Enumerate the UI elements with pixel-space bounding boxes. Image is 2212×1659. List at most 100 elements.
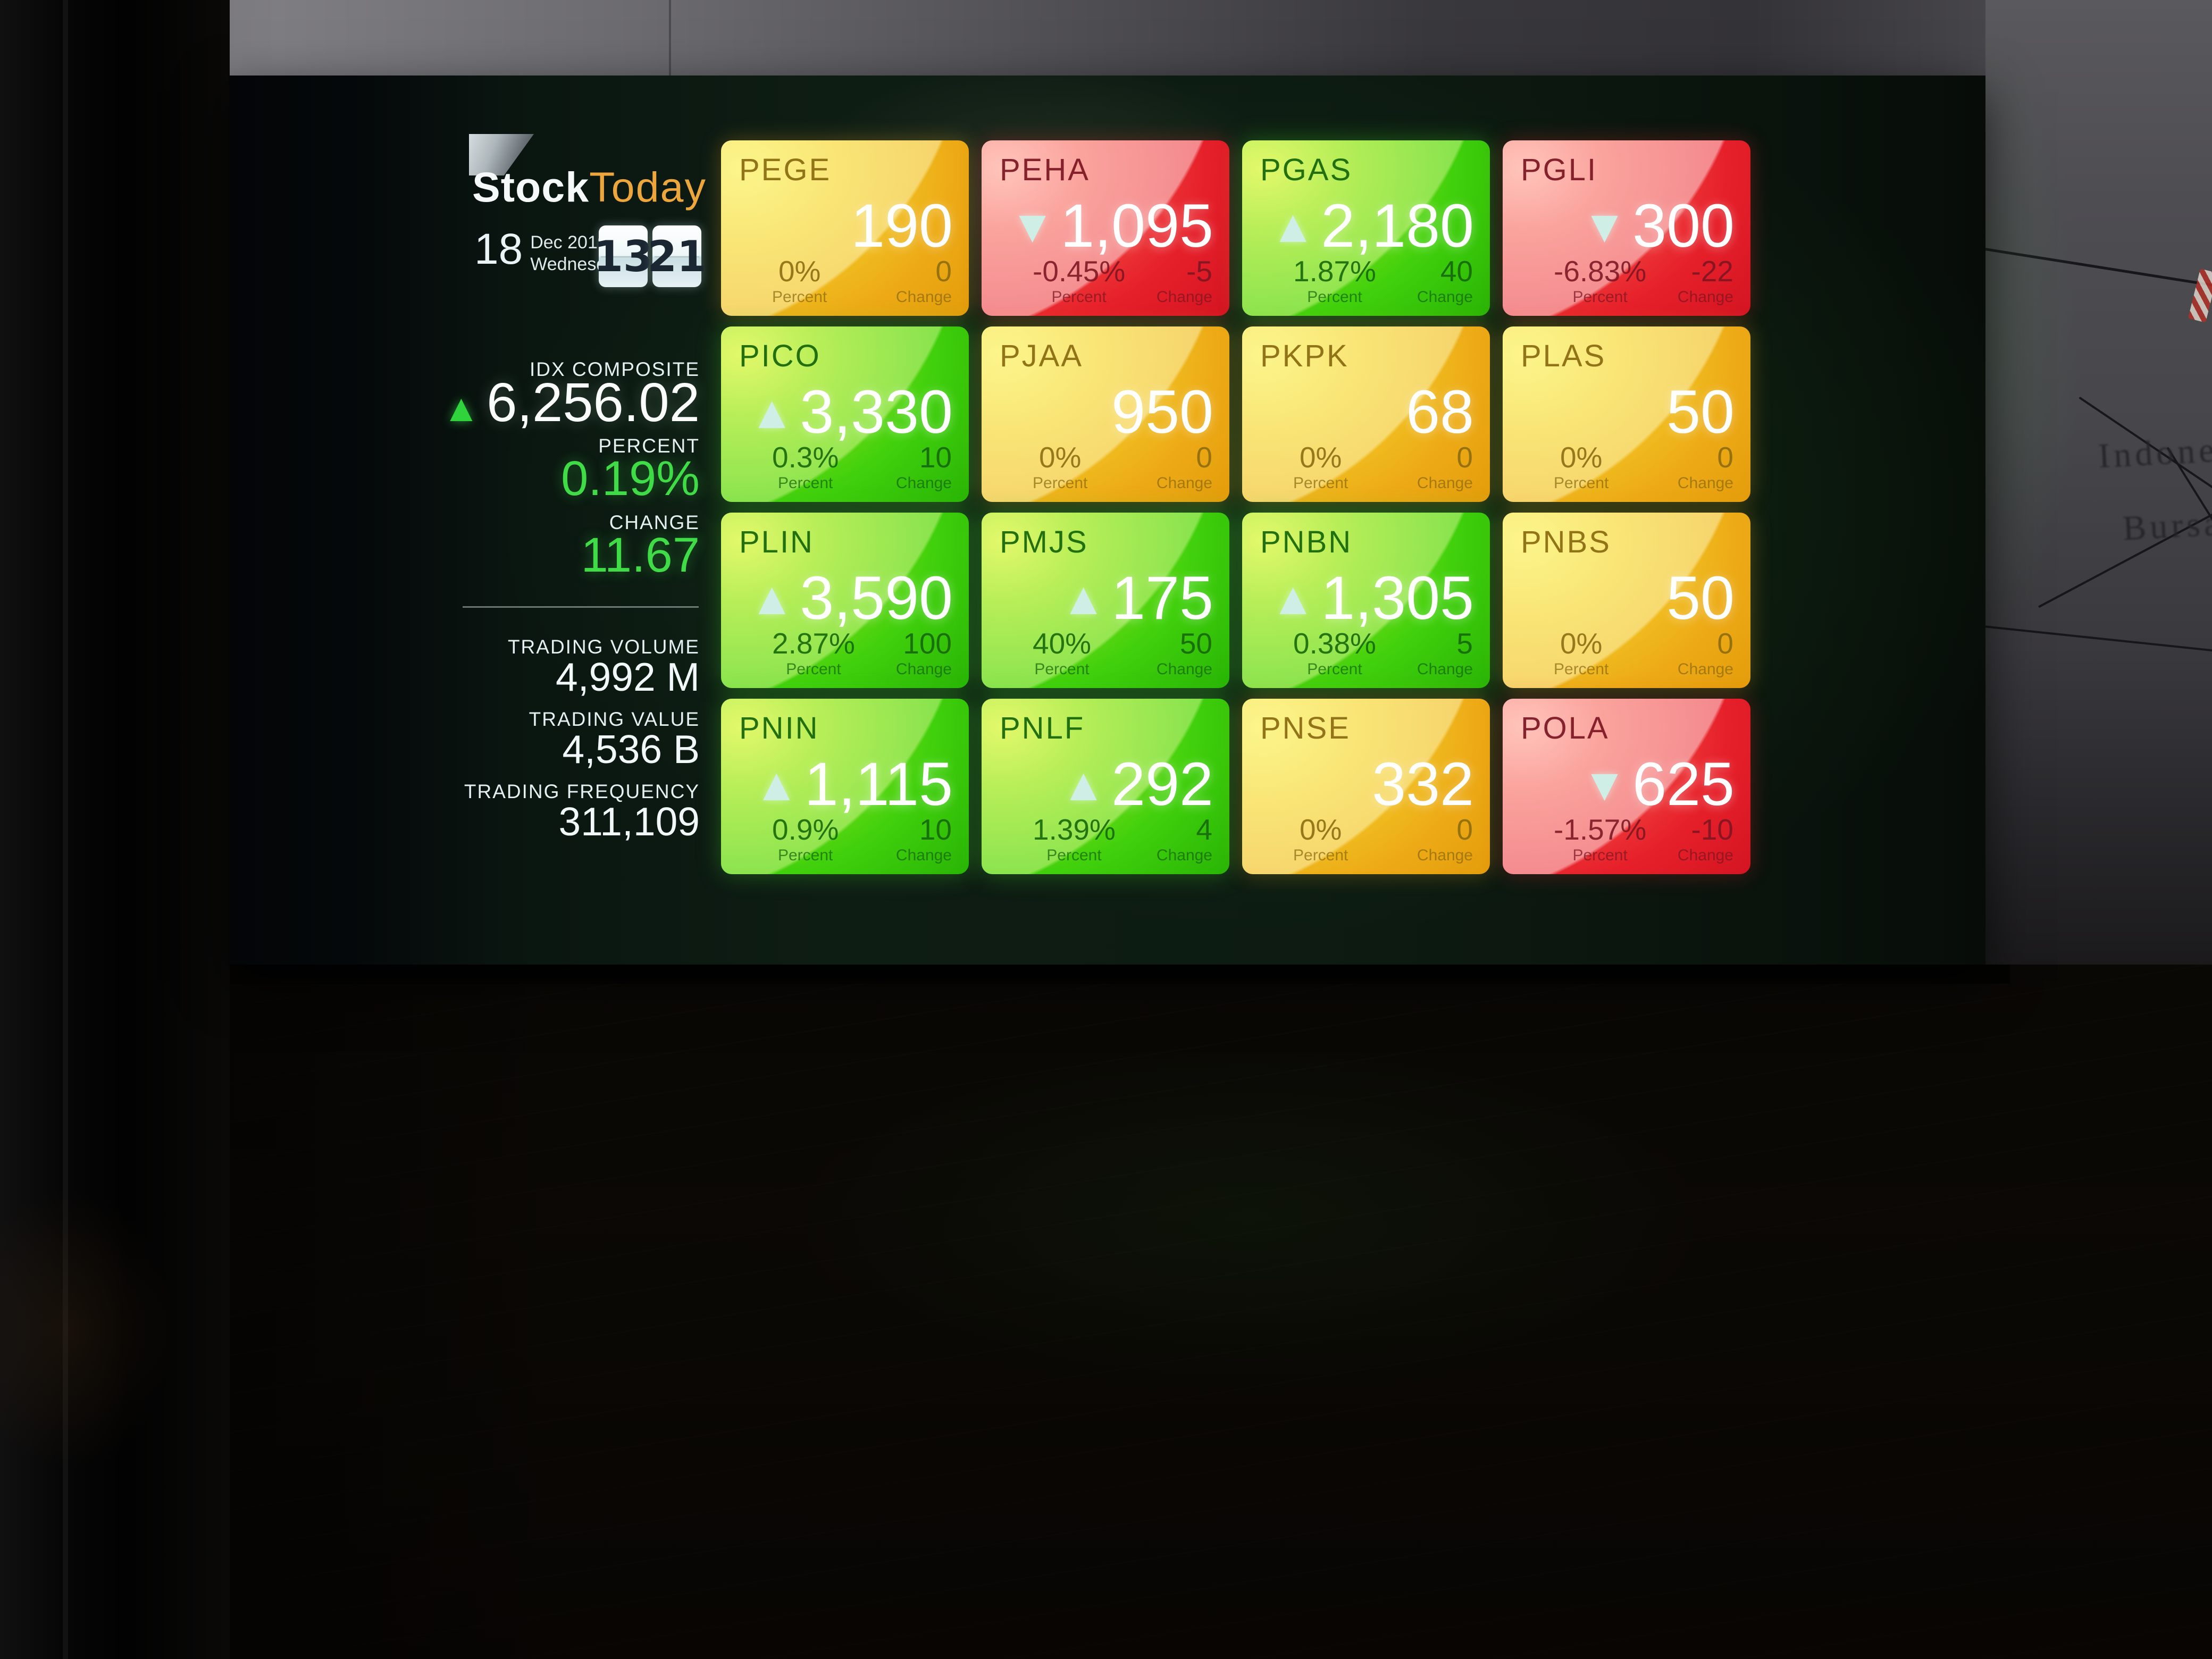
price-value: 292: [1111, 750, 1213, 818]
price-value: 68: [1406, 378, 1474, 446]
tile-footer: 0% Percent 0 Change: [1000, 442, 1212, 492]
ticker-symbol: PLIN: [739, 525, 814, 559]
trading-volume-value: 4,992 M: [556, 655, 700, 699]
tile-footer: 0.3% Percent 10 Change: [739, 442, 952, 492]
stock-tile: PMJS ▲ 175 40% Percent 50 Change: [982, 513, 1229, 688]
building-sign-line2: Bursa Efe: [2122, 500, 2212, 548]
up-arrow-icon: ▲: [749, 573, 795, 624]
percent-block: 0% Percent: [1033, 442, 1087, 492]
change-value: 0: [1196, 441, 1212, 474]
stock-tile: PGLI ▼ 300 -6.83% Percent -22 Change: [1503, 140, 1750, 316]
index-value: 6,256.02: [487, 372, 700, 433]
percent-label: Percent: [1307, 660, 1362, 678]
down-arrow-icon: ▼: [1010, 200, 1055, 252]
change-label: Change: [1677, 288, 1733, 306]
percent-label: Percent: [772, 288, 827, 306]
market-summary-panel: StockToday 18 Dec 2019 Wednesday 13 21 I…: [229, 76, 707, 965]
change-label: Change: [1677, 847, 1733, 864]
price-row: ▲ 292: [1061, 754, 1213, 815]
percent-label: Percent: [1034, 660, 1090, 678]
percent-label: Percent: [1307, 288, 1362, 306]
index-value-row: ▲ 6,256.02: [442, 371, 700, 434]
change-label: Change: [1417, 288, 1473, 306]
tile-footer: 2.87% Percent 100 Change: [739, 627, 952, 678]
percent-value: 2.87%: [772, 627, 855, 660]
change-label: Change: [1677, 660, 1733, 678]
change-block: 4 Change: [1157, 813, 1212, 865]
trading-value-value: 4,536 B: [562, 727, 700, 772]
price-row: ▲ 1,305: [1270, 568, 1474, 629]
price-row: ▲ 175: [1061, 568, 1213, 629]
percent-value: 0%: [1560, 441, 1603, 474]
tile-footer: 0% Percent 0 Change: [1521, 627, 1733, 678]
change-value: 0: [1456, 441, 1473, 474]
ticker-symbol: PICO: [739, 339, 821, 373]
percent-label: Percent: [786, 660, 841, 678]
wall-cable: [1970, 624, 2212, 665]
percent-block: 0% Percent: [1554, 627, 1608, 678]
stock-tile: PKPK 68 0% Percent 0 Change: [1242, 326, 1490, 502]
ticker-symbol: PLAS: [1521, 339, 1606, 373]
percent-value: 1.87%: [1293, 255, 1376, 288]
trading-volume-label: TRADING VOLUME: [507, 636, 700, 658]
flip-clock: 13 21: [593, 225, 707, 287]
price-value: 2,180: [1321, 192, 1474, 260]
price-value: 332: [1372, 750, 1474, 818]
change-label: Change: [1417, 474, 1473, 492]
percent-block: 2.87% Percent: [772, 627, 855, 678]
price-row: 190: [845, 196, 953, 257]
date-day: 18: [474, 225, 523, 273]
percent-block: 0.9% Percent: [772, 813, 839, 865]
ticker-symbol: PKPK: [1260, 339, 1349, 373]
change-label: Change: [1677, 474, 1733, 492]
panel-divider-line: [463, 606, 699, 608]
change-block: 100 Change: [895, 628, 952, 678]
change-value: 4: [1196, 813, 1212, 847]
percent-value: 0%: [1560, 627, 1603, 660]
percent-block: -0.45% Percent: [1033, 256, 1125, 306]
tile-footer: 0% Percent 0 Change: [1260, 442, 1473, 492]
price-row: ▼ 625: [1582, 754, 1735, 815]
right-wall: Indonesia Bursa Efe: [1966, 0, 2212, 1117]
percent-value: 0.9%: [772, 813, 839, 847]
stock-tile: PGAS ▲ 2,180 1.87% Percent 40 Change: [1242, 140, 1490, 316]
change-value: -22: [1691, 255, 1734, 288]
ticker-symbol: POLA: [1521, 711, 1610, 745]
down-arrow-icon: ▼: [1582, 200, 1628, 252]
change-value: 10: [919, 441, 952, 474]
percent-block: -6.83% Percent: [1554, 256, 1646, 306]
price-value: 1,115: [804, 750, 953, 818]
percent-label: Percent: [1554, 474, 1609, 492]
stock-tile: PLIN ▲ 3,590 2.87% Percent 100 Change: [721, 513, 969, 688]
up-arrow-icon: ▲: [1061, 573, 1107, 624]
percent-value: 0%: [1299, 441, 1342, 474]
up-arrow-icon: ▲: [1270, 573, 1316, 624]
price-value: 625: [1632, 750, 1735, 818]
wall-panel-seam: [669, 0, 671, 79]
percent-block: 0% Percent: [1293, 814, 1348, 865]
price-value: 3,330: [800, 378, 953, 446]
change-label: Change: [895, 660, 952, 678]
percent-label: Percent: [777, 474, 833, 492]
percent-label: Percent: [777, 847, 833, 864]
percent-value: 0%: [778, 255, 821, 288]
ticker-symbol: PNBS: [1521, 525, 1611, 559]
price-value: 175: [1111, 564, 1213, 632]
stock-tile: PICO ▲ 3,330 0.3% Percent 10 Change: [721, 326, 969, 502]
percent-label: Percent: [1046, 847, 1102, 864]
change-block: -22 Change: [1678, 256, 1733, 306]
change-block: 10 Change: [896, 442, 952, 492]
percent-value: -1.57%: [1554, 813, 1647, 847]
price-row: ▼ 300: [1582, 196, 1735, 257]
clock-minutes-tile: 21: [647, 225, 707, 287]
stock-display-screen: StockToday 18 Dec 2019 Wednesday 13 21 I…: [229, 76, 1985, 965]
change-label: Change: [895, 474, 952, 492]
price-row: 332: [1367, 754, 1474, 815]
change-block: 0 Change: [1677, 628, 1733, 678]
ticker-symbol: PNBN: [1260, 525, 1353, 559]
ticker-symbol: PNLF: [1000, 711, 1085, 745]
wall-cable: [2038, 436, 2212, 608]
change-value: 0: [1456, 813, 1473, 847]
percent-block: 1.87% Percent: [1293, 256, 1376, 306]
